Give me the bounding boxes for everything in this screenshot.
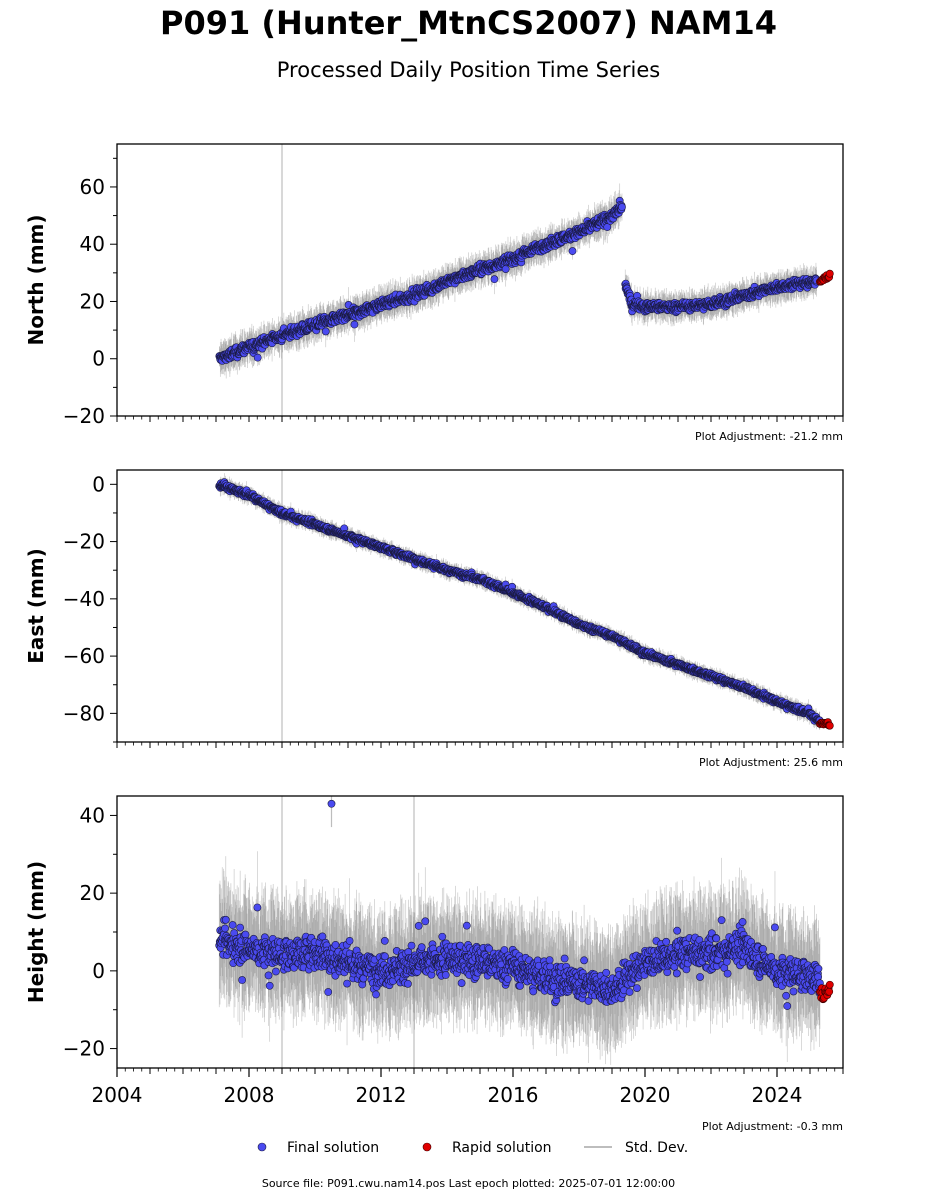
chart-title: P091 (Hunter_MtnCS2007) NAM14 xyxy=(160,4,777,42)
y-tick-label: 40 xyxy=(80,232,105,256)
plot-area xyxy=(215,144,834,416)
final-solution-point xyxy=(501,265,510,273)
panel-north: −20 0 20 40 60 North (mm) Plot Adjustment: -21… xyxy=(24,143,844,443)
y-tick-label: 20 xyxy=(80,289,105,313)
final-solution-point xyxy=(350,320,359,329)
y-tick-label: 0 xyxy=(92,347,105,371)
y-tick-label: −20 xyxy=(63,404,105,428)
final-solution-point xyxy=(321,327,330,336)
plot-adjustment-note: Plot Adjustment: -21.2 mm xyxy=(695,430,843,443)
y-axis-label: North (mm) xyxy=(24,214,48,345)
final-solution-point xyxy=(253,353,262,362)
std-dev-bars xyxy=(218,473,821,730)
final-solution-point xyxy=(618,203,626,211)
y-tick-label: 60 xyxy=(80,175,105,199)
rapid-solution-points xyxy=(816,269,834,286)
x-axis xyxy=(116,416,844,422)
std-dev-bars xyxy=(219,183,817,379)
final-solution-point xyxy=(568,247,577,255)
y-axis: −20 0 20 40 60 xyxy=(63,157,117,428)
rapid-solution-point xyxy=(825,269,834,278)
final-solution-point xyxy=(490,275,499,284)
chart-subtitle: Processed Daily Position Time Series xyxy=(276,58,661,82)
final-solution-points xyxy=(215,196,821,365)
plot-area xyxy=(215,470,834,742)
